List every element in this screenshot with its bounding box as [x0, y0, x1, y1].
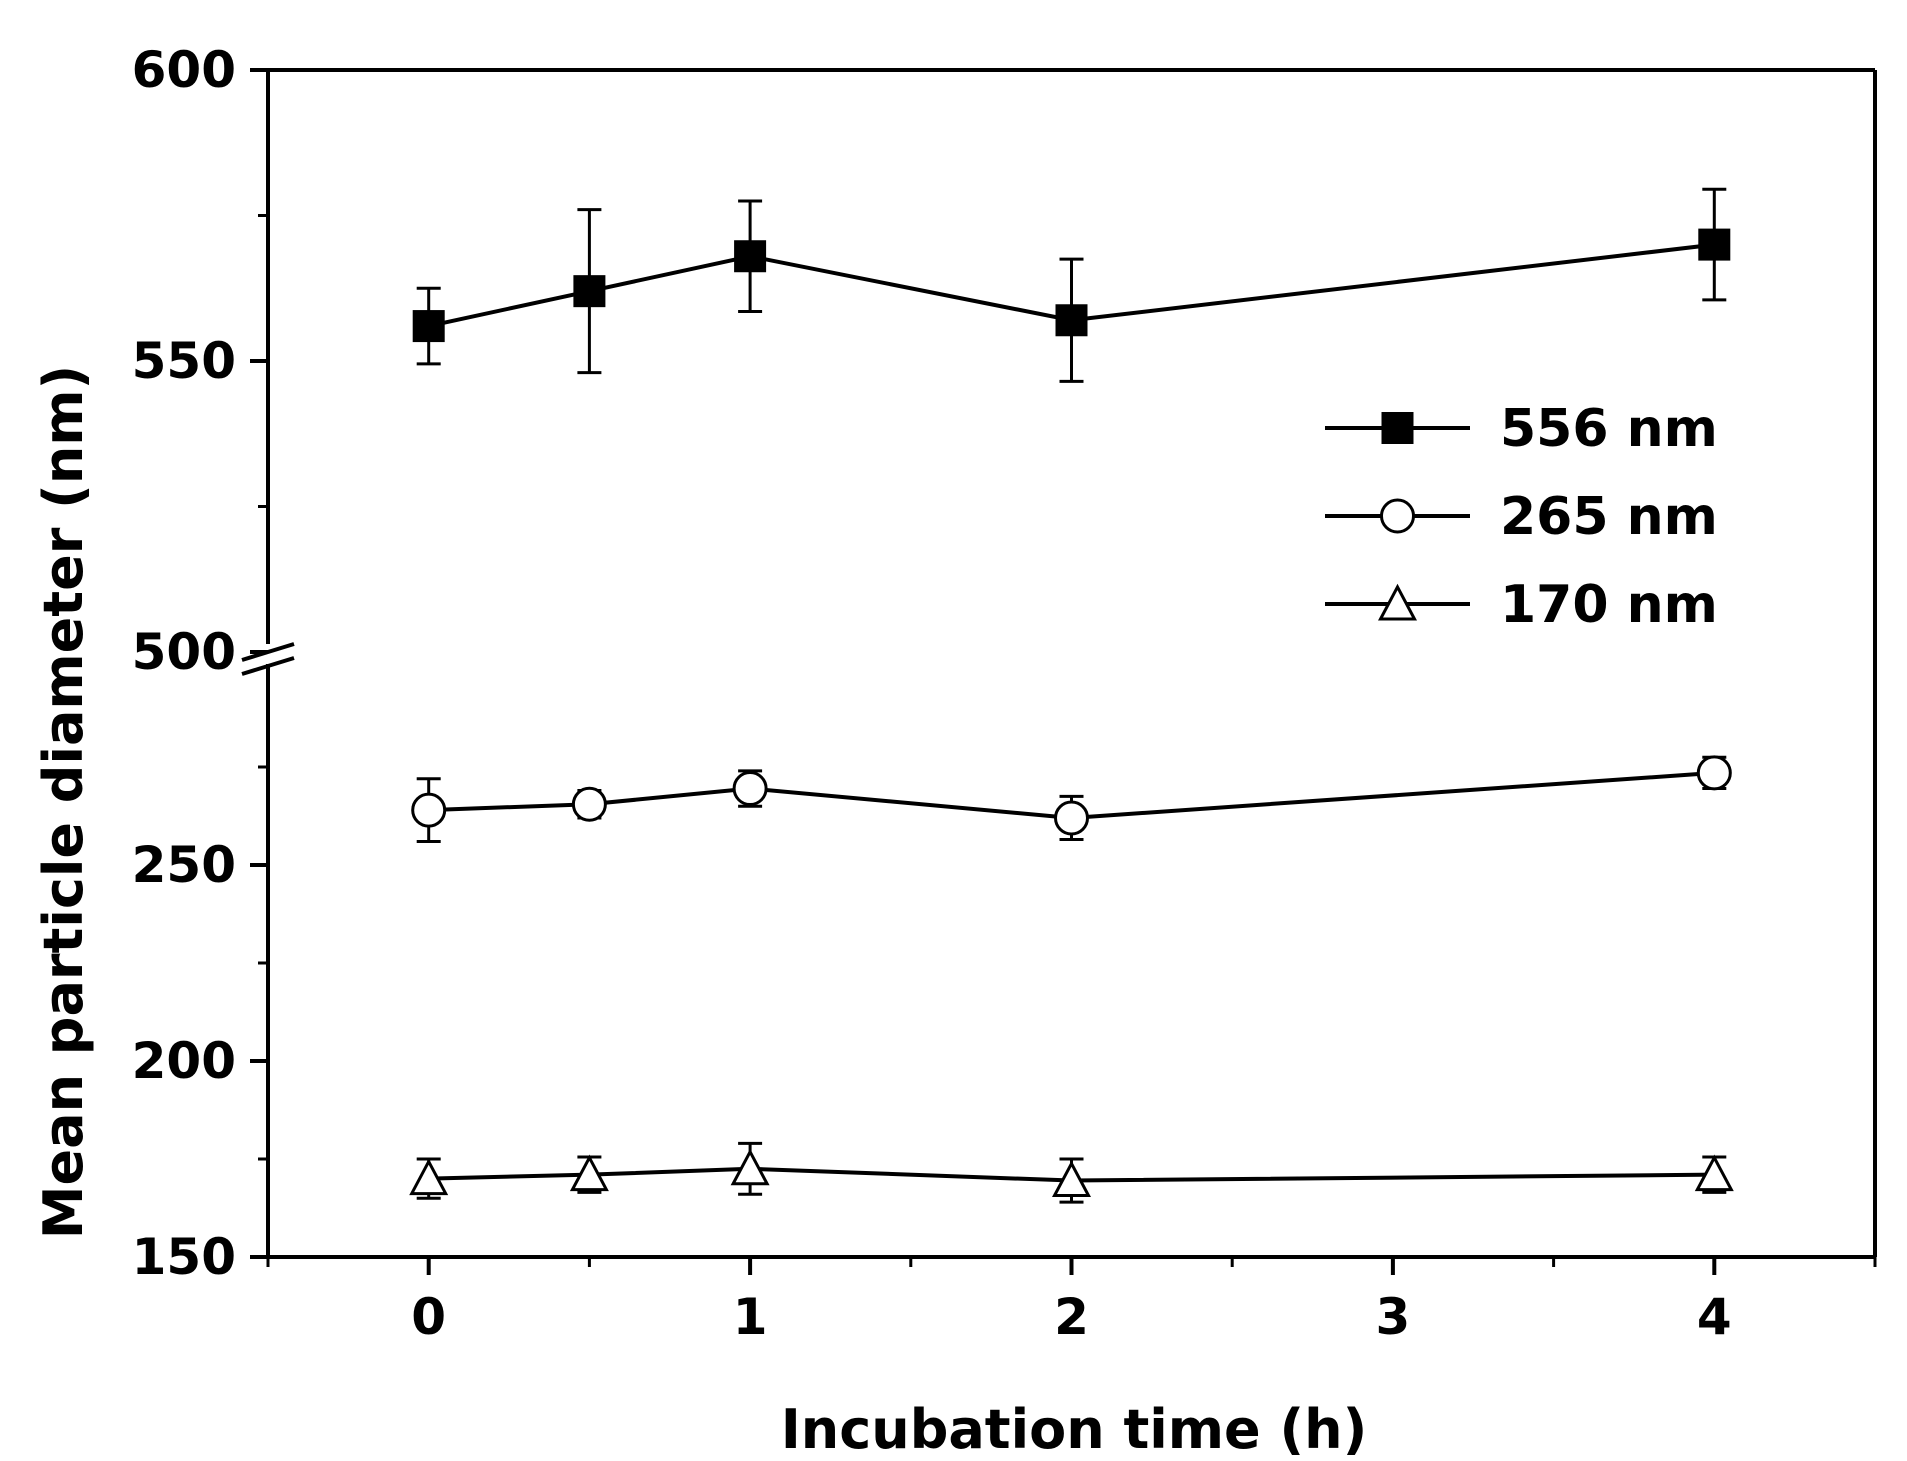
y-tick-label: 200: [132, 1032, 236, 1090]
data-point: [1694, 1154, 1734, 1192]
series-2: [409, 1141, 1734, 1204]
data-point: [1696, 755, 1732, 791]
axes: 500 550 600 150 200 250 0 1 2 3 4: [132, 41, 1877, 1346]
data-point: [409, 1158, 449, 1196]
data-point: [1052, 1160, 1091, 1198]
series-1: [411, 755, 1732, 843]
legend: 556 nm 265 nm 170 nm: [1325, 399, 1718, 635]
data-point: [734, 240, 767, 273]
y-tick-label: 150: [132, 1228, 236, 1286]
y-tick-label: 550: [132, 332, 236, 390]
data-point: [1054, 800, 1089, 836]
data-point: [569, 1154, 609, 1192]
x-tick-label: 4: [1697, 1288, 1732, 1346]
data-point: [411, 792, 447, 828]
series-0: [412, 187, 1731, 383]
x-tick-label: 1: [733, 1288, 768, 1346]
x-axis-title: Incubation time (h): [781, 1398, 1368, 1461]
legend-marker: [1378, 583, 1417, 621]
data-point: [1055, 304, 1088, 337]
data-point: [732, 771, 768, 807]
x-tick-label: 3: [1376, 1288, 1411, 1346]
legend-marker: [1381, 412, 1414, 444]
y-tick-label: 600: [132, 41, 236, 99]
y-tick-label: 250: [132, 836, 236, 894]
legend-label: 265 nm: [1500, 487, 1718, 547]
y-axis-title: Mean particle diameter (nm): [32, 365, 95, 1239]
plot-area: [409, 187, 1734, 1204]
data-point: [412, 310, 445, 343]
legend-marker: [1380, 498, 1415, 534]
legend-label: 556 nm: [1500, 399, 1718, 459]
data-point: [730, 1148, 770, 1186]
data-point: [571, 786, 607, 822]
axis-break-mark: [241, 656, 295, 676]
legend-label: 170 nm: [1500, 575, 1718, 635]
x-tick-label: 2: [1054, 1288, 1089, 1346]
x-tick-label: 0: [411, 1288, 446, 1346]
data-point: [573, 275, 606, 308]
data-point: [1698, 228, 1731, 261]
y-tick-label: 500: [132, 623, 236, 681]
